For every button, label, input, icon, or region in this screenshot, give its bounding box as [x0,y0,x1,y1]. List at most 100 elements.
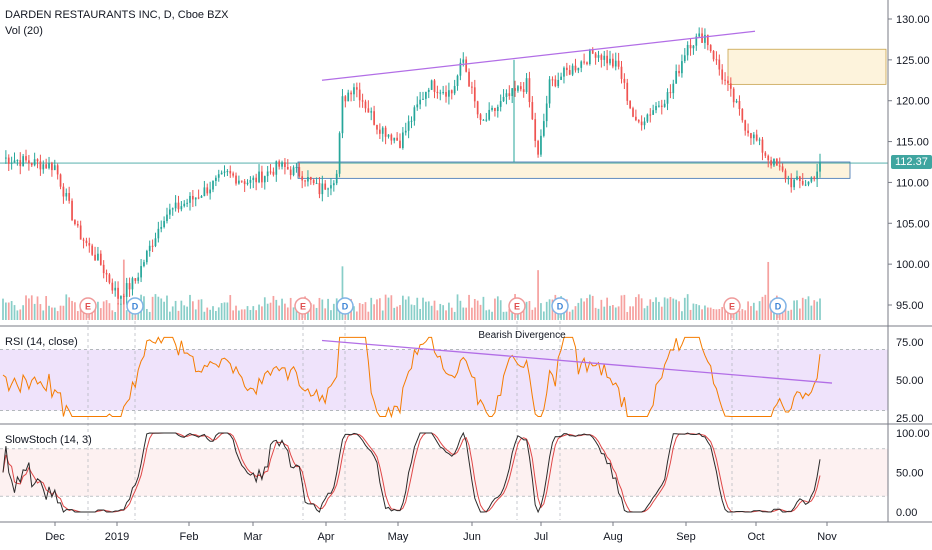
volume-bar [410,304,413,320]
volume-bar [45,296,48,320]
volume-bar [729,310,732,320]
volume-bar [212,306,214,320]
volume-bar [701,309,703,320]
candle-body [758,139,761,141]
volume-bar [413,305,416,320]
marker-label: D [132,302,139,312]
earnings-marker[interactable] [508,297,526,315]
dividend-marker[interactable] [769,297,787,315]
volume-bar [71,300,73,320]
volume-bar [22,305,25,320]
volume-bar [427,301,430,320]
volume-bar [471,307,473,320]
volume-bar [229,295,232,320]
earnings-marker[interactable] [294,297,312,315]
volume-bar [629,306,631,320]
volume-bar [540,303,542,320]
volume-bar [358,303,361,320]
volume-bar [232,310,235,320]
volume-bar [272,295,275,320]
candle-body [220,172,223,175]
candle-body [335,173,338,184]
candle-body [456,75,459,86]
time-tick-label: Jun [463,531,481,543]
volume-bar [10,301,13,320]
candle-body [416,104,419,108]
earnings-marker[interactable] [723,297,741,315]
volume-bar [416,297,419,320]
candle-body [482,119,485,121]
rsi-line [2,336,833,419]
candle-body [701,33,703,43]
candle-body [200,196,203,198]
candle-body [122,296,125,298]
candle-body [663,103,666,107]
candle-body [332,183,335,186]
time-tick-label: Aug [603,531,623,543]
volume-bar [292,307,295,320]
volume-bar [750,306,752,320]
candle-body [773,158,775,166]
volume-bar [597,308,600,320]
volume-bar [591,295,594,320]
volume-bar [715,309,718,320]
volume-label: Vol (20) [5,25,43,37]
volume-bar [468,294,470,320]
marker-label: D [342,302,349,312]
volume-bar [168,311,171,320]
candle-body [10,162,13,164]
candle-body [649,114,652,116]
volume-bar [508,308,511,320]
dividend-marker[interactable] [126,297,144,315]
candle-body [327,188,329,190]
volume-bar [97,301,99,320]
earnings-marker[interactable] [79,297,97,315]
price-tick-label: 110.00 [896,177,929,189]
candle-body [404,130,407,133]
candle-body [775,158,778,166]
volume-bar [393,307,396,320]
candle-body [232,173,235,176]
candle-body [102,264,105,274]
volume-bar [79,303,82,320]
marker-label: E [85,302,91,312]
candle-body [292,167,295,176]
candle-body [309,176,312,180]
volume-bar [36,296,39,320]
volume-bar [404,299,407,320]
candle-body [272,171,275,175]
candle-body [557,79,560,87]
candle-body [358,89,361,101]
volume-bar [252,306,255,320]
volume-bar [804,299,807,320]
rsi-divergence-line [321,339,833,384]
volume-bar [494,298,496,320]
candle-body [16,160,19,162]
candle-body [194,197,197,200]
candle-body [36,159,39,162]
candle-body [355,87,358,90]
candle-body [246,182,249,185]
price-tick-label: 130.00 [896,14,930,26]
dividend-marker[interactable] [336,297,354,315]
candle-body [600,55,603,60]
volume-bar [266,303,269,320]
volume-bar [387,297,390,320]
volume-bar [200,299,203,320]
pane-separators [0,0,932,523]
candle-body [796,176,798,180]
volume-bar [143,296,145,320]
candle-body [353,87,355,95]
candle-body [560,76,562,80]
volume-bar [62,305,65,320]
volume-bar [217,307,220,320]
volume-bar [108,303,111,320]
volume-bar [338,310,341,320]
candle-body [643,121,646,126]
candle-body [683,55,686,62]
volume-bar [706,307,709,320]
dividend-marker[interactable] [551,297,569,315]
candle-body [33,159,36,166]
candle-body [157,228,160,239]
